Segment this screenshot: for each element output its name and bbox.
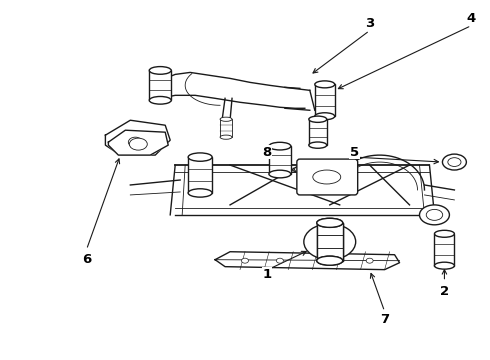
Ellipse shape (315, 81, 335, 88)
Text: 4: 4 (467, 12, 476, 25)
Bar (149, 71, 171, 100)
Ellipse shape (149, 67, 171, 74)
Ellipse shape (315, 113, 335, 120)
Ellipse shape (188, 153, 212, 161)
Text: 5: 5 (350, 145, 359, 159)
Ellipse shape (366, 258, 373, 263)
Ellipse shape (419, 205, 449, 225)
Ellipse shape (317, 256, 343, 265)
Ellipse shape (269, 170, 291, 178)
Ellipse shape (317, 218, 343, 228)
Text: 1: 1 (262, 268, 271, 281)
Ellipse shape (442, 154, 466, 170)
Bar (317, 223, 343, 261)
Text: 3: 3 (365, 17, 374, 30)
Ellipse shape (304, 224, 356, 260)
Polygon shape (215, 252, 399, 270)
Ellipse shape (129, 138, 147, 150)
Text: 7: 7 (380, 313, 389, 326)
Ellipse shape (242, 258, 248, 263)
Ellipse shape (317, 256, 343, 265)
Bar (435, 234, 454, 266)
Ellipse shape (220, 117, 232, 121)
Polygon shape (105, 120, 170, 155)
Ellipse shape (435, 262, 454, 269)
Ellipse shape (309, 142, 327, 148)
Text: 8: 8 (262, 145, 271, 159)
Ellipse shape (426, 210, 442, 220)
Ellipse shape (149, 96, 171, 104)
Ellipse shape (317, 218, 343, 228)
Bar (315, 84, 335, 116)
Text: 2: 2 (440, 285, 449, 298)
Ellipse shape (435, 230, 454, 237)
Ellipse shape (188, 189, 212, 197)
Bar (269, 146, 291, 174)
Text: 6: 6 (82, 253, 91, 266)
Bar (188, 157, 212, 193)
Ellipse shape (276, 258, 283, 263)
Ellipse shape (128, 137, 142, 147)
Ellipse shape (269, 142, 291, 150)
Ellipse shape (448, 158, 461, 166)
FancyBboxPatch shape (297, 159, 358, 195)
Ellipse shape (313, 170, 341, 184)
Polygon shape (108, 130, 168, 155)
Bar (317, 223, 343, 261)
Bar (309, 119, 327, 145)
Ellipse shape (309, 116, 327, 122)
Ellipse shape (220, 135, 232, 139)
Bar (220, 119, 232, 137)
